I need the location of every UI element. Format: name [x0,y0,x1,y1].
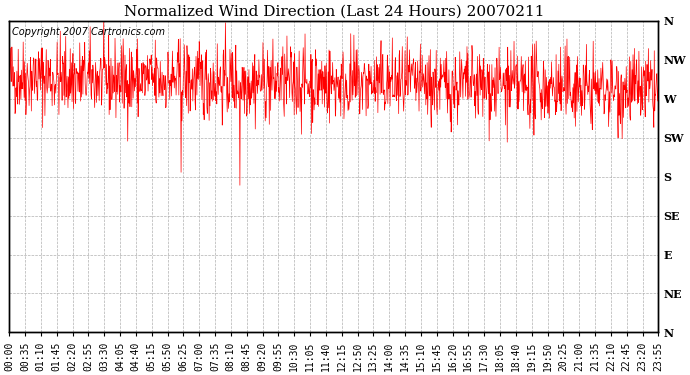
Text: Copyright 2007 Cartronics.com: Copyright 2007 Cartronics.com [12,27,166,37]
Title: Normalized Wind Direction (Last 24 Hours) 20070211: Normalized Wind Direction (Last 24 Hours… [124,4,544,18]
